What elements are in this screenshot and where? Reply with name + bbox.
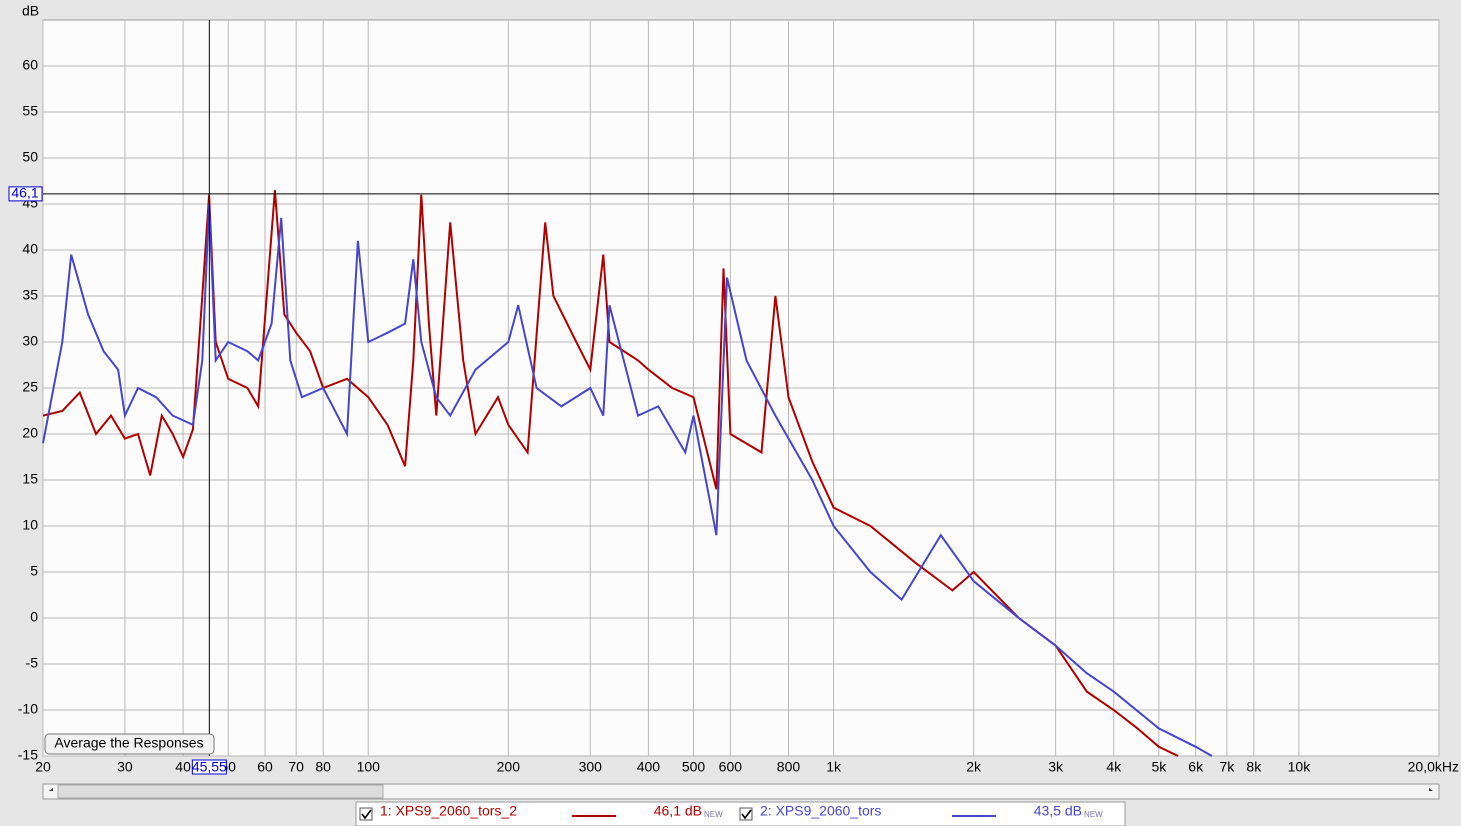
y-tick-label: 0	[30, 609, 38, 625]
x-tick-label: 20	[35, 759, 51, 775]
x-tick-label: 300	[579, 759, 603, 775]
x-tick-label: 1k	[826, 759, 842, 775]
response-line	[42, 190, 1179, 757]
x-tick-label: 400	[637, 759, 661, 775]
x-tick-label: 40	[175, 759, 191, 775]
x-tick-label: 3k	[1048, 759, 1064, 775]
x-tick-label: 500	[682, 759, 706, 775]
y-tick-label: 30	[22, 333, 38, 349]
y-tick-label: -10	[18, 701, 38, 717]
legend-readout: 43,5 dB	[1034, 803, 1082, 819]
y-tick-label: -15	[18, 747, 38, 763]
x-tick-label: 100	[357, 759, 381, 775]
legend-checkbox[interactable]	[739, 807, 753, 821]
y-tick-label: 40	[22, 241, 38, 257]
x-tick-label: 2k	[966, 759, 982, 775]
x-tick-label: 10k	[1288, 759, 1312, 775]
cursor-y-box	[8, 186, 43, 202]
cursor-x-box	[191, 759, 227, 775]
y-tick-label: 55	[22, 103, 38, 119]
x-tick-label: 4k	[1106, 759, 1122, 775]
new-tag: NEW	[704, 810, 723, 819]
scroll-thumb[interactable]	[57, 784, 384, 799]
cursor-y-label: 46,1	[11, 185, 38, 201]
y-tick-label: 15	[22, 471, 38, 487]
average-button-label[interactable]: Average the Responses	[54, 735, 203, 751]
new-tag: NEW	[1084, 810, 1103, 819]
x-tick-label: 200	[497, 759, 521, 775]
x-tick-label: 70	[288, 759, 304, 775]
y-axis-label: dB	[22, 3, 39, 19]
y-tick-label: 25	[22, 379, 38, 395]
checkmark	[741, 809, 752, 820]
x-tick-label: 600	[719, 759, 743, 775]
y-tick-label: -5	[26, 655, 39, 671]
x-tick-label: 60	[257, 759, 273, 775]
x-tick-label: 800	[777, 759, 801, 775]
x-tick-label: 20,0kHz	[1408, 759, 1459, 775]
checkmark	[361, 809, 372, 820]
y-tick-label: 35	[22, 287, 38, 303]
x-tick-label: 80	[315, 759, 331, 775]
x-tick-label: 5k	[1151, 759, 1167, 775]
x-tick-label: 30	[117, 759, 133, 775]
y-tick-label: 20	[22, 425, 38, 441]
y-tick-label: 50	[22, 149, 38, 165]
x-tick-label: 6k	[1188, 759, 1204, 775]
legend-name[interactable]: 1: XPS9_2060_tors_2	[380, 803, 517, 819]
cursor-x-label: 45,55	[192, 759, 227, 775]
legend-readout: 46,1 dB	[654, 803, 702, 819]
legend-checkbox[interactable]	[359, 807, 373, 821]
y-tick-label: 60	[22, 57, 38, 73]
legend-name[interactable]: 2: XPS9_2060_tors	[760, 803, 881, 819]
average-button[interactable]	[44, 733, 215, 755]
response-line	[42, 203, 1213, 757]
scrollbar[interactable]	[42, 783, 1440, 800]
x-tick-label: 7k	[1219, 759, 1235, 775]
y-tick-label: 10	[22, 517, 38, 533]
y-tick-label: 5	[30, 563, 38, 579]
x-tick-label: 8k	[1246, 759, 1262, 775]
